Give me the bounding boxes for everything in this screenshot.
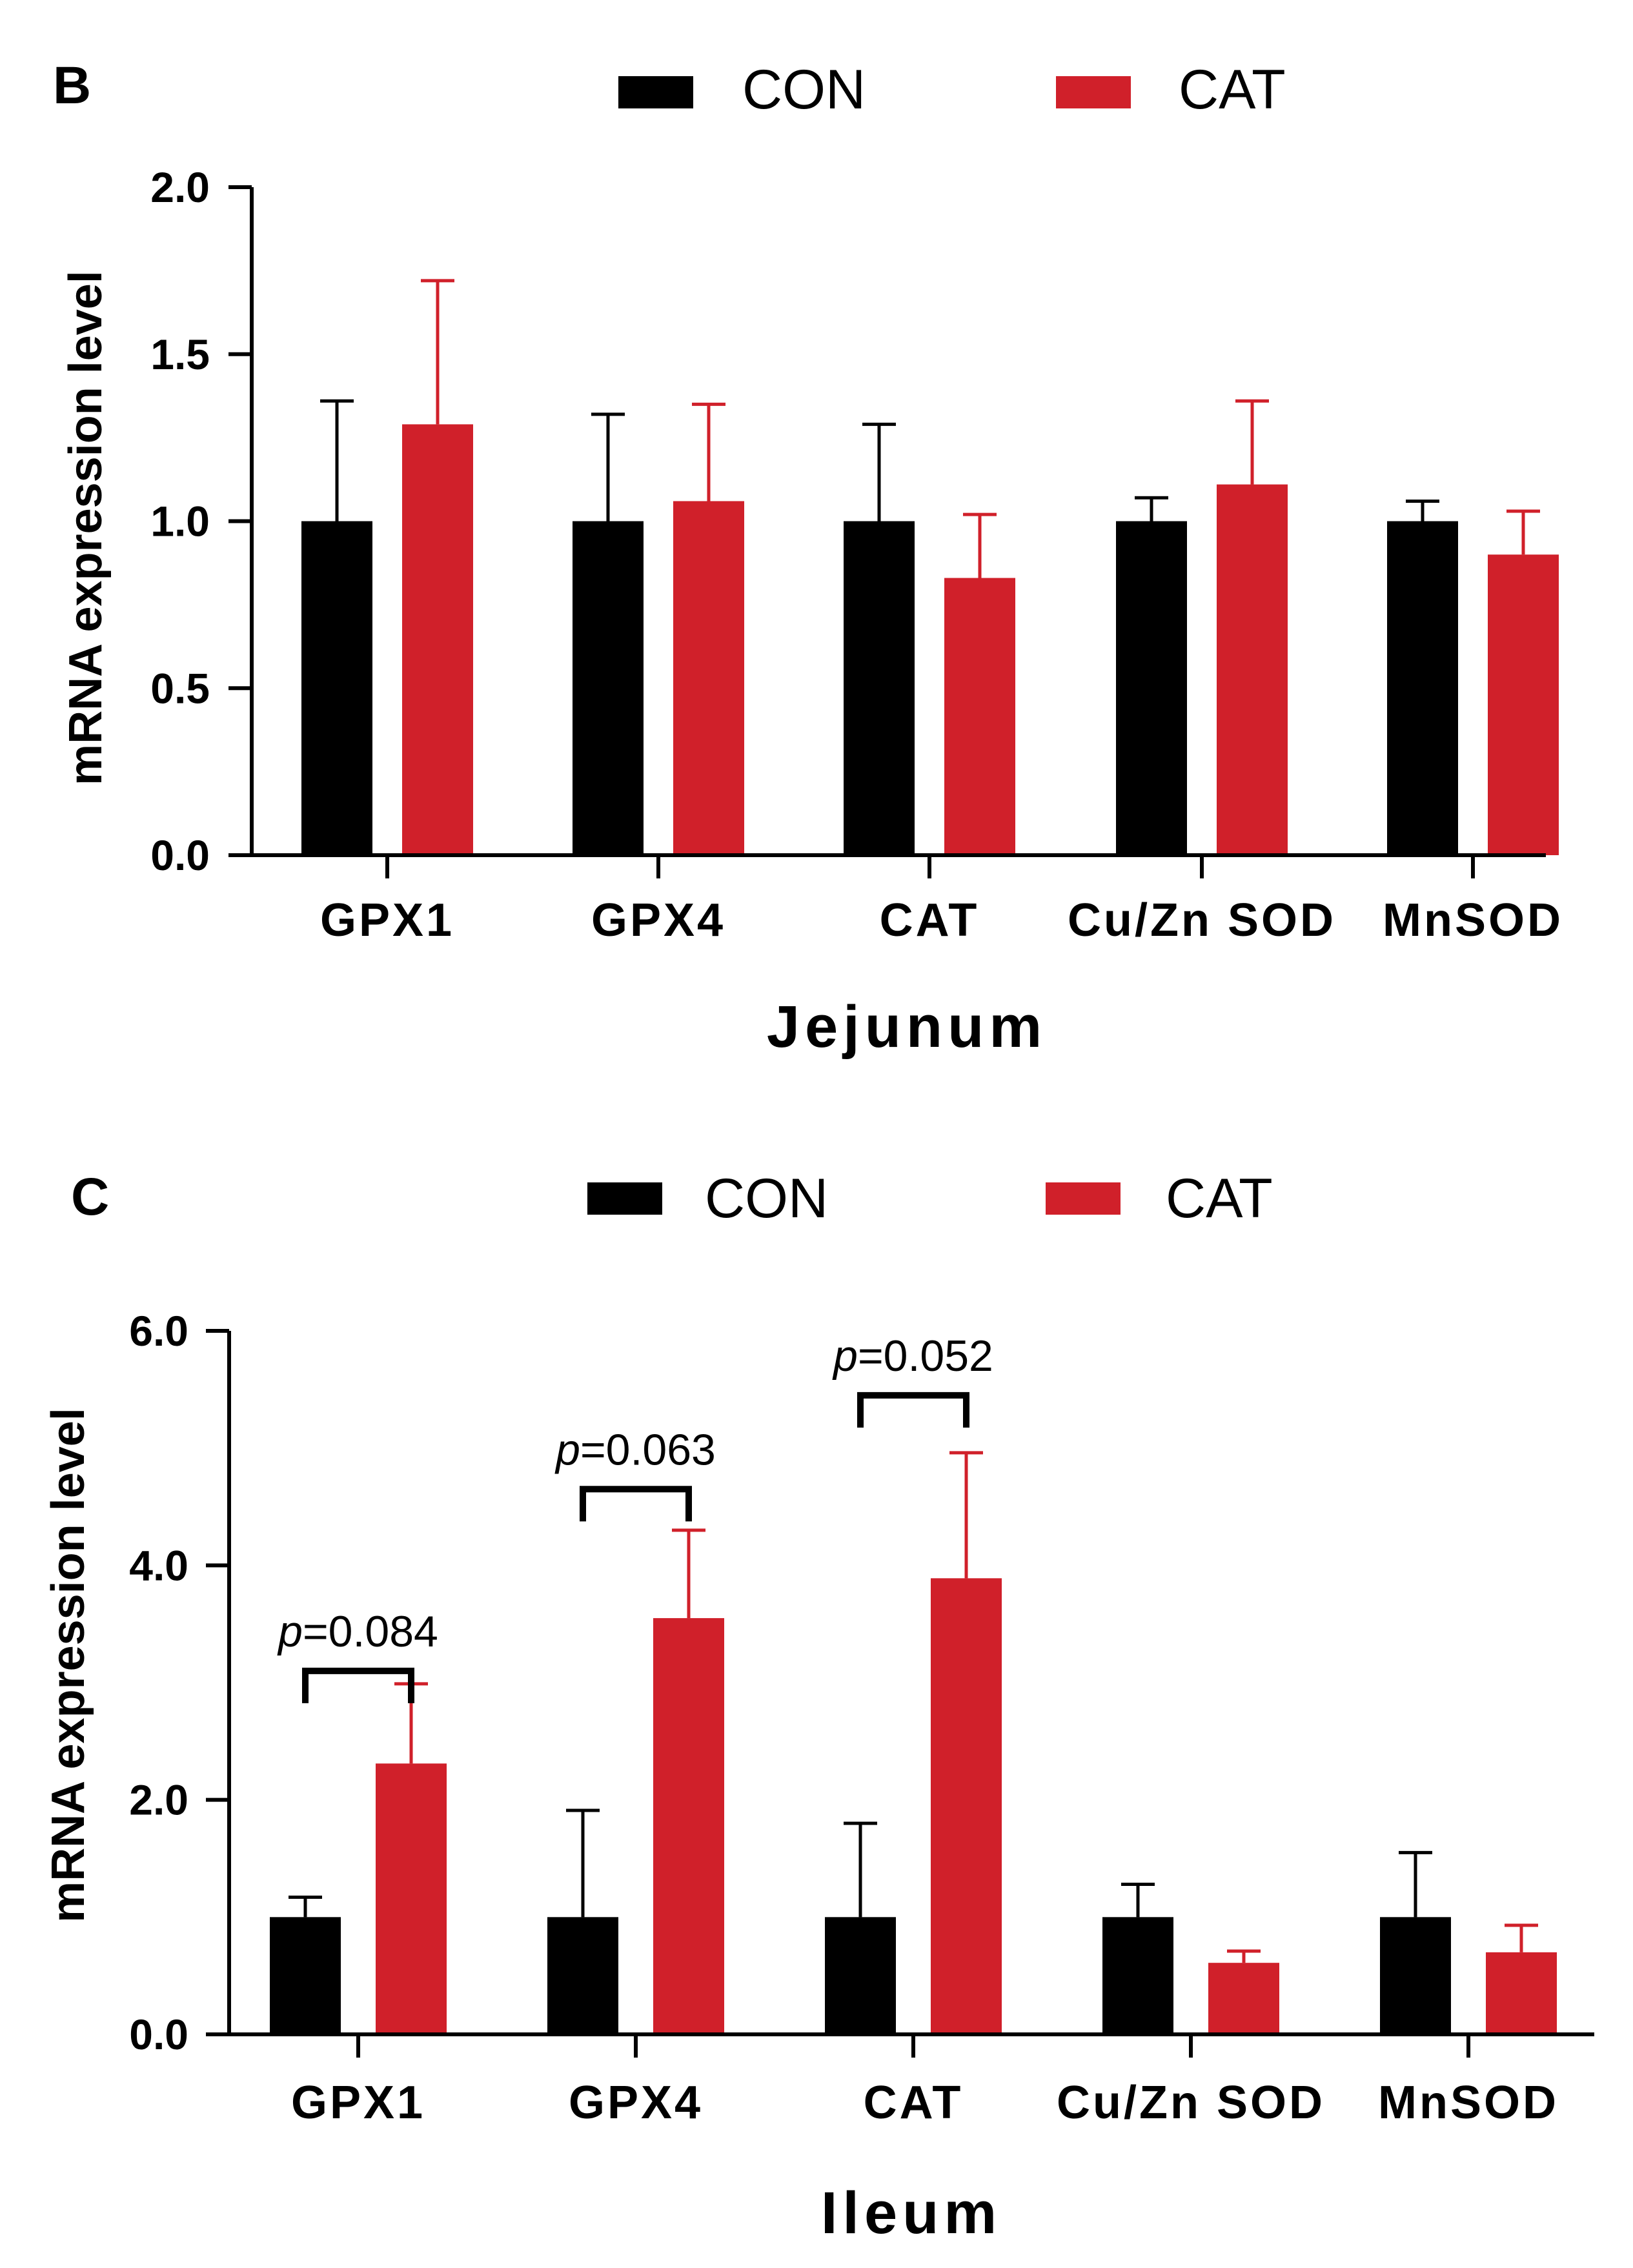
p-symbol: p (554, 1425, 580, 1474)
panel-b-y-axis-label: mRNA expression level (60, 270, 112, 785)
x-tick-label: MnSOD (1378, 2077, 1559, 2129)
legend-cat-swatch (1056, 76, 1131, 108)
panel-c-axes (227, 1331, 1594, 2036)
panel-b-error-bars (320, 279, 1540, 578)
panel-c-letter: C (71, 1168, 109, 1226)
bar-cat-3 (1217, 484, 1288, 855)
panel-c-x-axis-label: Ileum (821, 2180, 1002, 2246)
y-tick-label: 0.0 (150, 831, 210, 879)
bar-cat-0 (376, 1763, 447, 2034)
panel-b-x-ticks: GPX1 GPX4 CAT Cu/Zn SOD MnSOD (320, 855, 1563, 946)
legend-cat-swatch (1046, 1182, 1121, 1215)
x-tick-label: GPX4 (591, 895, 725, 946)
bar-con-2 (825, 1917, 896, 2034)
bar-cat-3 (1208, 1963, 1279, 2034)
x-tick-label: Cu/Zn SOD (1057, 2077, 1325, 2129)
bar-cat-0 (402, 424, 473, 855)
x-tick-label: GPX4 (569, 2077, 703, 2129)
significance-bracket (302, 1667, 414, 1703)
bar-con-0 (301, 521, 372, 855)
p-value: =0.063 (580, 1425, 716, 1474)
bar-con-4 (1387, 521, 1458, 855)
p-value-label: p=0.052 (832, 1331, 993, 1381)
bar-con-0 (270, 1917, 341, 2034)
p-value: =0.084 (303, 1607, 438, 1656)
bar-con-3 (1102, 1917, 1173, 2034)
panel-b-x-axis-label: Jejunum (767, 994, 1047, 1060)
y-tick-label: 1.0 (150, 498, 210, 545)
panel-b-jejunum: B CON CAT 0.0 0.5 1.0 1.5 2.0 GPX1 GPX4 CAT Cu/… (53, 56, 1563, 1060)
x-tick-label: GPX1 (291, 2077, 425, 2129)
x-tick-label: Cu/Zn SOD (1068, 895, 1336, 946)
x-tick-label: MnSOD (1383, 895, 1563, 946)
panel-c-y-axis-label: mRNA expression level (43, 1408, 94, 1923)
legend-con-label: CON (742, 59, 866, 121)
bar-con-3 (1116, 521, 1187, 855)
y-tick-label: 0.0 (129, 2010, 188, 2058)
bar-con-1 (547, 1917, 618, 2034)
y-tick-label: 1.5 (150, 330, 210, 378)
y-tick-label: 2.0 (129, 1776, 188, 1824)
bar-cat-4 (1486, 1952, 1557, 2034)
legend-con-swatch (618, 76, 693, 108)
p-symbol: p (277, 1607, 303, 1656)
bar-cat-2 (931, 1578, 1002, 2034)
panel-b-legend: CON CAT (618, 59, 1286, 121)
significance-bracket (580, 1486, 692, 1522)
panel-c-x-ticks: GPX1 GPX4 CAT Cu/Zn SOD MnSOD (291, 2034, 1559, 2129)
x-tick-label: CAT (880, 895, 980, 946)
p-value: =0.052 (858, 1331, 993, 1381)
panel-b-y-ticks: 0.0 0.5 1.0 1.5 2.0 (150, 163, 252, 879)
p-symbol: p (832, 1331, 858, 1381)
y-tick-label: 4.0 (129, 1541, 188, 1589)
bar-cat-2 (944, 578, 1015, 855)
panel-b-letter: B (53, 56, 91, 115)
y-tick-label: 0.5 (150, 664, 210, 712)
bar-cat-1 (673, 501, 744, 855)
y-tick-label: 6.0 (129, 1307, 188, 1355)
bar-cat-4 (1488, 554, 1559, 855)
panel-b-bars (301, 424, 1559, 855)
panel-c-error-bars (289, 1451, 1538, 1963)
bar-con-4 (1380, 1917, 1451, 2034)
x-tick-label: GPX1 (320, 895, 454, 946)
bar-con-1 (573, 521, 644, 855)
panel-c-legend: CON CAT (587, 1168, 1273, 1230)
y-tick-label: 2.0 (150, 163, 210, 211)
legend-cat-label: CAT (1179, 59, 1286, 121)
legend-cat-label: CAT (1166, 1168, 1273, 1230)
legend-con-swatch (587, 1182, 662, 1215)
bar-con-2 (844, 521, 915, 855)
legend-con-label: CON (705, 1168, 828, 1230)
p-value-label: p=0.084 (277, 1607, 438, 1656)
panel-c-ileum: C CON CAT 0.0 2.0 4.0 6.0 GPX1 GPX4 CAT Cu/Zn … (43, 1168, 1594, 2246)
p-value-label: p=0.063 (554, 1425, 716, 1474)
panel-c-y-ticks: 0.0 2.0 4.0 6.0 (129, 1307, 229, 2058)
significance-bracket (857, 1392, 969, 1428)
x-tick-label: CAT (864, 2077, 964, 2129)
panel-c-bars (270, 1578, 1557, 2034)
bar-cat-1 (653, 1618, 724, 2034)
